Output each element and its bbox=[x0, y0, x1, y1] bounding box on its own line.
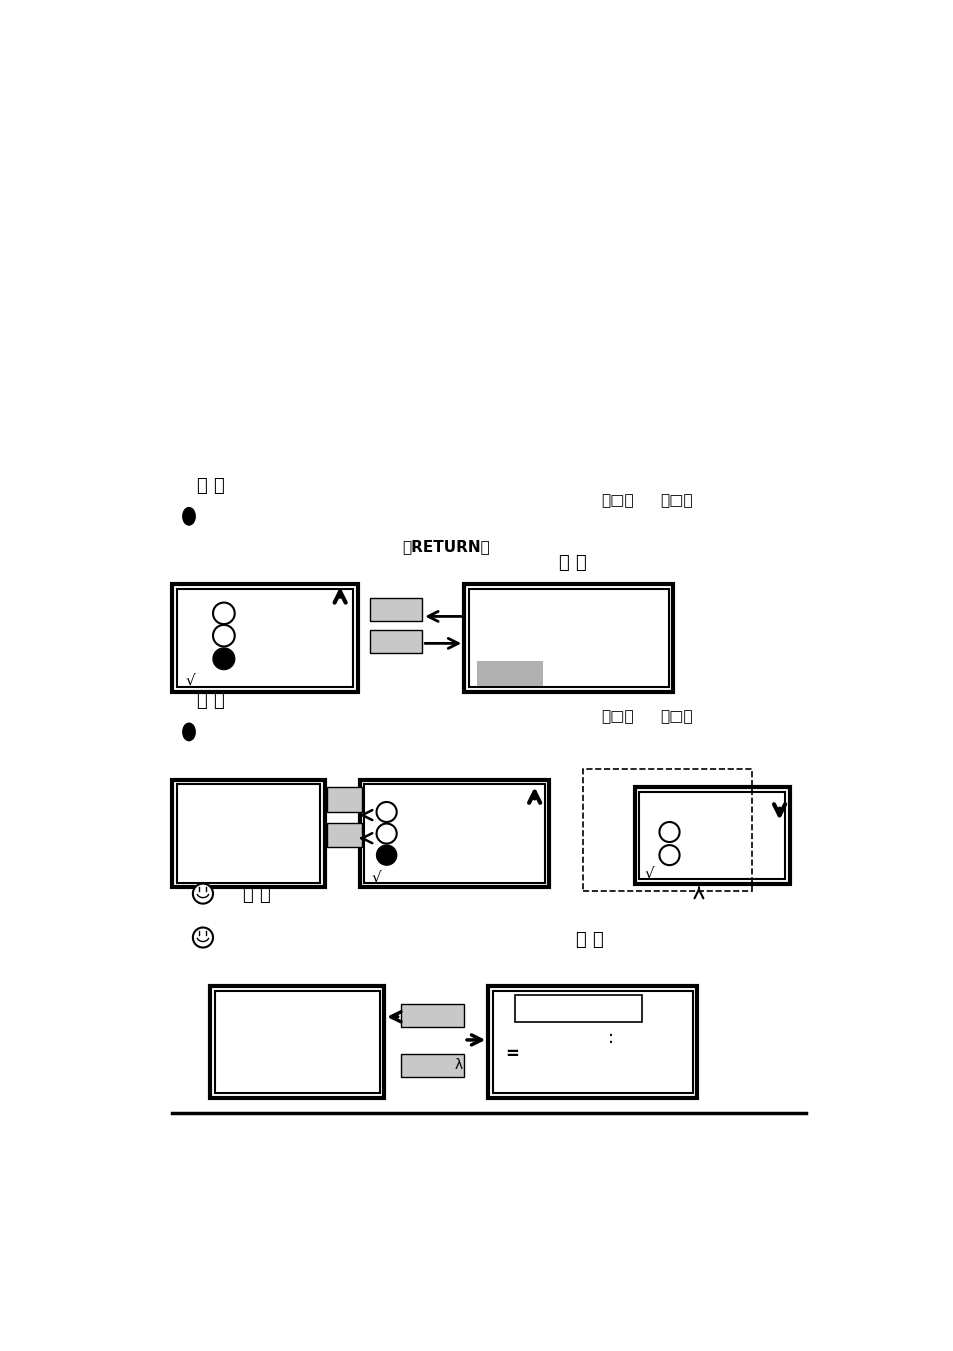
Ellipse shape bbox=[193, 884, 213, 904]
Circle shape bbox=[183, 723, 195, 740]
Bar bbox=[172, 584, 357, 692]
Bar bbox=[634, 788, 789, 884]
Bar bbox=[464, 584, 673, 692]
Text: 【 】: 【 】 bbox=[558, 554, 587, 571]
Bar bbox=[172, 780, 324, 888]
Text: 【 】: 【 】 bbox=[196, 692, 224, 711]
Bar bbox=[639, 792, 784, 880]
Text: 【RETURN】: 【RETURN】 bbox=[402, 539, 489, 555]
Bar bbox=[369, 631, 422, 654]
Bar bbox=[369, 598, 422, 621]
Bar bbox=[327, 788, 361, 812]
Bar bbox=[476, 661, 542, 686]
Bar bbox=[468, 589, 668, 688]
Bar bbox=[327, 823, 361, 847]
Ellipse shape bbox=[659, 846, 679, 865]
Ellipse shape bbox=[376, 846, 396, 865]
Bar bbox=[582, 769, 751, 890]
Text: √: √ bbox=[371, 869, 380, 884]
Text: 「□」: 「□」 bbox=[659, 493, 692, 508]
Ellipse shape bbox=[193, 928, 213, 947]
Ellipse shape bbox=[213, 626, 234, 646]
Bar bbox=[493, 990, 692, 1093]
Ellipse shape bbox=[376, 802, 396, 821]
Ellipse shape bbox=[213, 603, 234, 624]
Bar bbox=[488, 986, 697, 1097]
Bar bbox=[210, 986, 384, 1097]
Bar bbox=[176, 589, 353, 688]
Bar bbox=[214, 990, 379, 1093]
Circle shape bbox=[183, 508, 195, 526]
Bar bbox=[400, 1004, 464, 1027]
Text: 【 】: 【 】 bbox=[576, 931, 603, 948]
Text: λ: λ bbox=[455, 1058, 462, 1073]
Text: √: √ bbox=[644, 866, 654, 881]
Ellipse shape bbox=[213, 648, 234, 670]
Bar bbox=[400, 1054, 464, 1077]
Text: 「□」: 「□」 bbox=[659, 709, 692, 724]
Bar bbox=[364, 785, 544, 882]
Text: :: : bbox=[607, 1029, 613, 1047]
Bar bbox=[176, 785, 319, 882]
Ellipse shape bbox=[659, 821, 679, 842]
Ellipse shape bbox=[376, 824, 396, 843]
Text: √: √ bbox=[185, 671, 194, 688]
Bar bbox=[514, 996, 641, 1023]
Text: =: = bbox=[505, 1044, 518, 1063]
Bar bbox=[359, 780, 549, 888]
Text: 「□」: 「□」 bbox=[600, 709, 633, 724]
Text: 「□」: 「□」 bbox=[600, 493, 633, 508]
Text: 【 】: 【 】 bbox=[196, 477, 224, 494]
Text: 【 】: 【 】 bbox=[243, 886, 271, 904]
